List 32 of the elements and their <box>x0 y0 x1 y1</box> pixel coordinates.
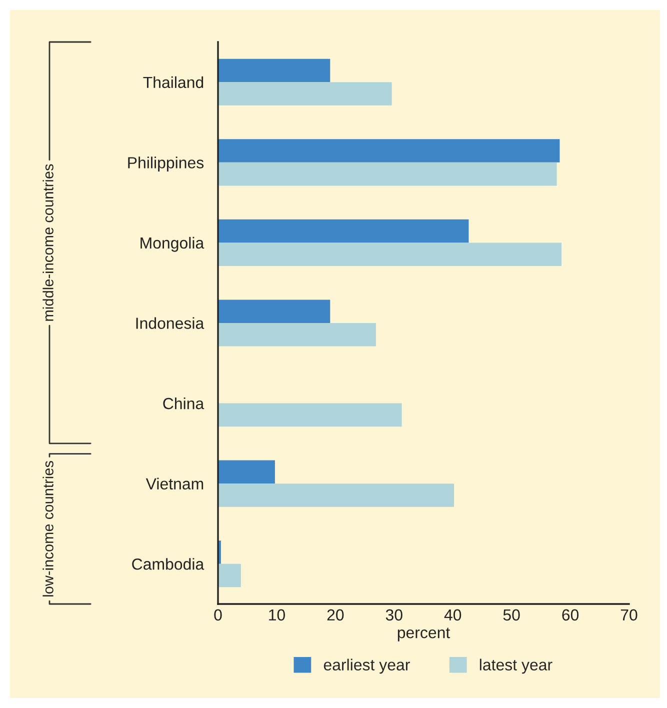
bar <box>218 484 454 507</box>
bar <box>218 139 560 162</box>
x-tick-label: 50 <box>503 609 520 621</box>
x-tick-label: 60 <box>562 609 579 621</box>
y-tick-label: Philippines <box>128 156 204 172</box>
text: low-income countries <box>42 460 54 596</box>
text: middle-income countries <box>42 164 54 321</box>
x-tick-label: 20 <box>327 609 344 621</box>
y-tick-label: Cambodia <box>132 558 204 570</box>
bar <box>218 242 562 266</box>
y-tick-label: Vietnam <box>146 478 204 490</box>
bar <box>218 564 241 588</box>
x-tick-label: 30 <box>386 609 402 621</box>
legend-label: earliest year <box>324 658 410 674</box>
bar <box>218 403 402 427</box>
bar <box>218 58 330 82</box>
x-tick-label: 10 <box>269 609 285 621</box>
bar <box>218 323 376 346</box>
x-tick-label: 70 <box>620 609 638 621</box>
y-tick-label: Thailand <box>143 76 204 88</box>
bar <box>218 219 469 243</box>
y-tick-label: Mongolia <box>140 236 204 252</box>
bar <box>218 460 275 484</box>
bar <box>218 162 557 186</box>
x-tick-label: 0 <box>214 609 222 621</box>
y-tick-label: China <box>163 398 204 410</box>
x-axis-title: percent <box>398 628 450 642</box>
x-tick-label: 40 <box>444 609 462 621</box>
y-tick-label: Indonesia <box>136 317 204 329</box>
legend-label: latest year <box>480 658 552 674</box>
bar <box>218 82 392 106</box>
bar <box>218 300 330 323</box>
